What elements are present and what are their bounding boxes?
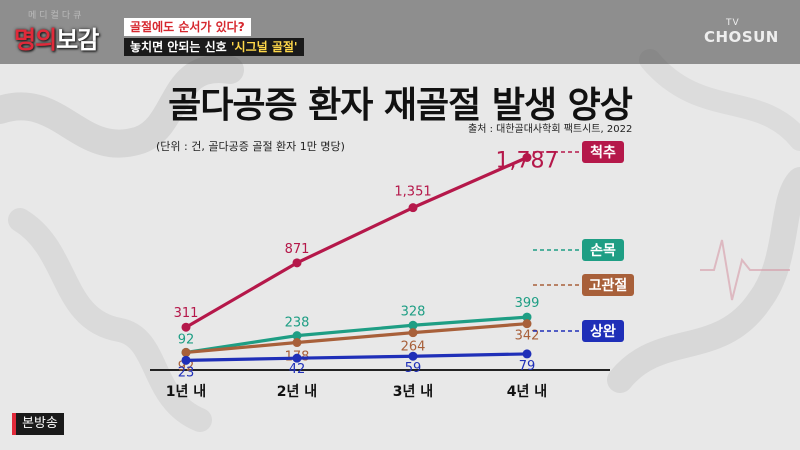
channel-logo-tv: TV [726, 18, 740, 28]
caption-line-2: 놓치면 안되는 신호 '시그널 골절' [124, 38, 304, 56]
data-label: 23 [178, 365, 195, 380]
series-tag-box [582, 141, 624, 163]
program-logo-white: 보감 [56, 26, 99, 54]
series-line [185, 156, 528, 329]
data-point [522, 312, 532, 322]
program-logo-subtitle: 메디컬다큐 [28, 11, 85, 21]
series-name-label: 척추 [590, 145, 616, 161]
data-label: 342 [515, 329, 540, 344]
data-label: 264 [401, 340, 426, 355]
data-label: 238 [285, 316, 310, 331]
caption-line-1: 골절에도 순서가 있다? [124, 18, 251, 36]
data-point [292, 353, 302, 363]
data-point [292, 331, 302, 341]
data-point [408, 203, 418, 213]
series-tag-box [582, 320, 624, 342]
series-line [185, 315, 528, 355]
data-point [522, 349, 532, 359]
x-tick-label: 3년 내 [393, 384, 433, 400]
data-point [181, 347, 191, 357]
data-point [522, 319, 532, 329]
chart-source: 출처 : 대한골대사학회 팩트시트, 2022 [468, 124, 633, 135]
data-point [408, 328, 418, 338]
series-line [185, 352, 528, 362]
x-tick-label: 1년 내 [166, 384, 206, 400]
x-tick-label: 4년 내 [507, 384, 547, 400]
data-label: 59 [405, 361, 422, 376]
chart-unit-note: (단위 : 건, 골다공증 골절 환자 1만 명당) [156, 140, 345, 153]
caption-line-2-text: 놓치면 안되는 신호 [130, 40, 231, 54]
series-name-label: 고관절 [589, 277, 628, 294]
data-point [181, 355, 191, 365]
data-label: 42 [289, 362, 306, 377]
data-label: 92 [178, 332, 195, 347]
channel-logo: CHOSUN [704, 28, 779, 46]
data-label: 79 [519, 359, 536, 374]
data-point [292, 338, 302, 348]
x-tick-label: 2년 내 [277, 384, 317, 400]
data-point [522, 152, 532, 162]
caption-line-2-highlight: '시그널 골절' [230, 40, 298, 54]
data-point [408, 351, 418, 361]
data-label: 92 [178, 359, 195, 374]
series-line [185, 322, 528, 355]
data-point [408, 320, 418, 330]
series-name-label: 상완 [590, 324, 616, 340]
program-logo: 명의보감 [14, 20, 99, 55]
data-label: 311 [174, 306, 199, 321]
series-name-label: 손목 [590, 243, 616, 259]
data-point [292, 258, 302, 268]
series-tag-box [582, 239, 624, 261]
program-logo-red: 명의 [14, 26, 57, 54]
data-point [181, 322, 191, 332]
data-label: 871 [285, 242, 310, 257]
data-label: 1,351 [394, 185, 431, 200]
data-label: 328 [401, 304, 426, 319]
series-tag-box [582, 274, 634, 296]
broadcast-tag: 본방송 [12, 413, 64, 435]
chart-title: 골다공증 환자 재골절 발생 양상 [168, 85, 633, 126]
data-label: 399 [515, 296, 540, 311]
